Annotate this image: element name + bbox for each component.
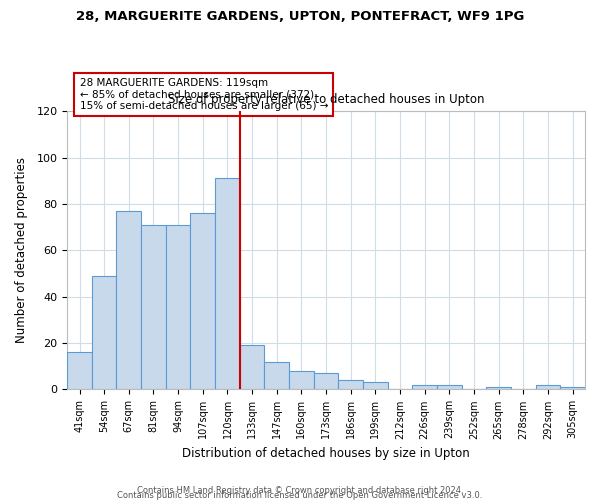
Bar xyxy=(240,346,265,390)
Text: Contains HM Land Registry data © Crown copyright and database right 2024.: Contains HM Land Registry data © Crown c… xyxy=(137,486,463,495)
Bar xyxy=(437,385,462,390)
Bar xyxy=(141,225,166,390)
Bar xyxy=(190,213,215,390)
Bar xyxy=(363,382,388,390)
Bar xyxy=(67,352,92,390)
Bar xyxy=(338,380,363,390)
Text: Contains public sector information licensed under the Open Government Licence v3: Contains public sector information licen… xyxy=(118,491,482,500)
Bar xyxy=(166,225,190,390)
Bar xyxy=(412,385,437,390)
Bar xyxy=(265,362,289,390)
Bar xyxy=(215,178,240,390)
Text: 28, MARGUERITE GARDENS, UPTON, PONTEFRACT, WF9 1PG: 28, MARGUERITE GARDENS, UPTON, PONTEFRAC… xyxy=(76,10,524,23)
Y-axis label: Number of detached properties: Number of detached properties xyxy=(15,158,28,344)
Bar xyxy=(289,371,314,390)
Text: 28 MARGUERITE GARDENS: 119sqm
← 85% of detached houses are smaller (372)
15% of : 28 MARGUERITE GARDENS: 119sqm ← 85% of d… xyxy=(80,78,328,111)
X-axis label: Distribution of detached houses by size in Upton: Distribution of detached houses by size … xyxy=(182,447,470,460)
Bar xyxy=(314,373,338,390)
Bar xyxy=(487,387,511,390)
Bar xyxy=(92,276,116,390)
Bar xyxy=(560,387,585,390)
Title: Size of property relative to detached houses in Upton: Size of property relative to detached ho… xyxy=(168,93,484,106)
Bar xyxy=(536,385,560,390)
Bar xyxy=(116,211,141,390)
